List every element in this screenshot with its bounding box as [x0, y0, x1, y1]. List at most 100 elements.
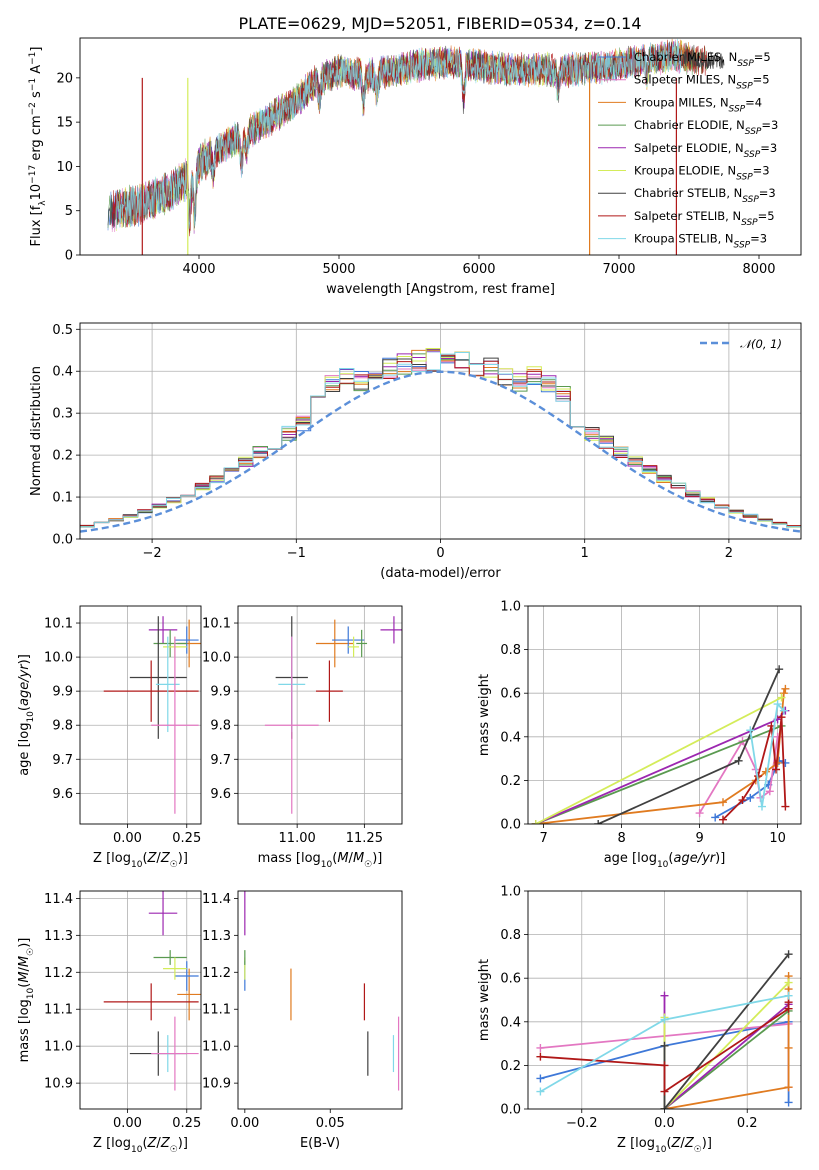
label-part: SSP: [745, 127, 762, 137]
mass_vs_EBV-points: [244, 891, 400, 1091]
legend-label: Salpeter MILES, NSSP=5: [634, 73, 770, 92]
y-tick-label: 11.4: [202, 892, 231, 907]
x-tick-label: 0.05: [316, 1116, 345, 1131]
y-tick-label: 0.2: [52, 449, 73, 464]
histogram-group: [80, 348, 801, 533]
x-tick-label: 0.25: [172, 831, 201, 846]
spectrum-x-axis-label: wavelength [Angstrom, rest frame]: [326, 282, 555, 297]
y-tick-label: 1.0: [500, 600, 521, 615]
label-part: −17: [28, 165, 38, 184]
y-tick-label: 0.6: [500, 972, 521, 987]
label-part: Kroupa STELIB, N: [634, 232, 734, 246]
label-part: =3: [761, 118, 778, 132]
label-part: =5: [754, 50, 771, 64]
y-tick-label: 11.0: [44, 1040, 73, 1055]
legend-label: Kroupa ELODIE, NSSP=3: [634, 164, 770, 183]
label-part: Salpeter STELIB, N: [634, 209, 741, 223]
label-part: Chabrier STELIB, N: [634, 186, 742, 200]
weight-marker-orange: [781, 684, 790, 693]
x-tick-label: 4000: [182, 262, 215, 277]
weight-marker-pink: [536, 1043, 545, 1052]
weight-line-dark: [663, 953, 790, 1109]
residuals-axes: −2 −1 0 1 2 0.0 0.1 0.2 0.3 0.4 0.5: [52, 323, 801, 561]
x-tick-label: 2: [725, 546, 733, 561]
y-tick-label: 0.5: [52, 323, 73, 338]
weight-line-yellow: [535, 696, 782, 824]
label-part: (: [142, 1136, 147, 1151]
weight-marker-cyan: [773, 700, 782, 709]
y-tick-label: 11.1: [44, 1003, 73, 1018]
x-tick-label: 0.0: [654, 1116, 675, 1131]
y-tick-label: 15: [56, 116, 73, 131]
label-part: )]: [372, 851, 382, 866]
weight-marker-blue: [746, 793, 755, 802]
label-part: Z: [147, 851, 158, 866]
y-tick-label: 10.9: [202, 1077, 231, 1092]
x-tick-label: 0.00: [113, 1116, 142, 1131]
label-part: −1: [28, 52, 38, 65]
label-part: 10: [26, 711, 36, 723]
label-part: Salpeter MILES, N: [634, 73, 736, 87]
label-part: A: [29, 65, 44, 78]
x-tick-label: −0.2: [566, 1116, 598, 1131]
spectrum-line-red: [111, 39, 708, 237]
mass_vs_Z-x-axis-label: Z [log10(Z/Z☉)]: [93, 1136, 188, 1155]
weight-marker-orange: [784, 1043, 793, 1052]
label-part: age/yr: [17, 663, 32, 706]
x-tick-label: 9: [695, 831, 703, 846]
y-tick-label: 11.3: [202, 929, 231, 944]
age_vs_Z-points: [103, 616, 201, 814]
label-part: Chabrier MILES, N: [634, 50, 737, 64]
y-tick-label: 9.8: [52, 719, 73, 734]
weight_vs_Z-frame: [527, 890, 802, 1110]
label-part: 10: [131, 1145, 143, 1155]
label-part: ☉: [694, 1145, 702, 1155]
residuals-y-axis-label: Normed distribution: [29, 366, 44, 496]
y-tick-label: 0.0: [500, 818, 521, 833]
legend-label: Chabrier STELIB, NSSP=3: [634, 186, 776, 205]
y-tick-label: 5: [65, 204, 73, 219]
y-tick-label: 11.2: [202, 966, 231, 981]
label-part: Flux [f: [29, 205, 44, 246]
weight-marker-blue: [711, 813, 720, 822]
weight-marker-orange: [719, 798, 727, 807]
label-part: −1: [28, 78, 38, 91]
weight-marker-red: [660, 1087, 669, 1096]
x-tick-label: 6000: [462, 262, 495, 277]
label-part: /: [17, 966, 32, 971]
legend-label: Chabrier MILES, NSSP=5: [634, 50, 771, 69]
weight-marker-orange: [779, 689, 788, 698]
normal-curve: [80, 370, 801, 533]
weight-marker-red: [772, 765, 781, 774]
weight-marker-cyan: [758, 802, 766, 811]
y-tick-label: 10.0: [44, 651, 73, 666]
y-tick-label: 1.0: [500, 885, 521, 900]
label-part: (: [142, 851, 147, 866]
label-part: −2: [28, 102, 38, 115]
label-part: )]: [178, 851, 188, 866]
y-tick-label: 20: [56, 71, 73, 86]
label-part: =3: [750, 232, 767, 246]
weight-line-orange: [535, 688, 787, 824]
y-tick-label: 10.1: [202, 617, 231, 632]
legend-label: Salpeter STELIB, NSSP=5: [634, 209, 775, 228]
y-tick-label: 9.6: [52, 787, 73, 802]
label-part: /: [156, 1136, 161, 1151]
age_vs_mass-x-axis-label: mass [log10(M/M☉)]: [258, 851, 383, 870]
x-tick-label: 0.00: [230, 1116, 259, 1131]
age_vs_Z-x-axis-label: Z [log10(Z/Z☉)]: [93, 851, 188, 870]
age_vs_mass-frame: [237, 605, 403, 825]
weight-marker-blue: [536, 1074, 545, 1083]
weight-marker-orange: [784, 1083, 793, 1092]
y-tick-label: 10.1: [44, 617, 73, 632]
y-tick-label: 11.4: [44, 892, 73, 907]
weight-marker-pink: [695, 809, 704, 818]
y-tick-label: 0.4: [500, 730, 521, 745]
y-tick-label: 11.0: [202, 1040, 231, 1055]
y-tick-label: 0.3: [52, 407, 73, 422]
label-part: M: [17, 971, 32, 982]
weight-marker-purple: [660, 991, 669, 1000]
x-tick-label: 10: [769, 831, 786, 846]
label-part: Z: [160, 851, 171, 866]
